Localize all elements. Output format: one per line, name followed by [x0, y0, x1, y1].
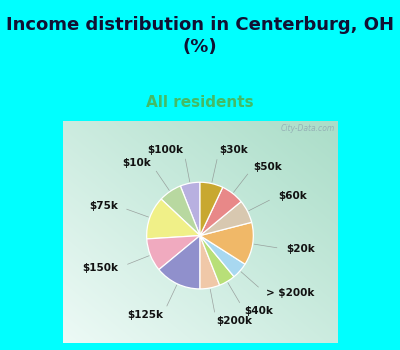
Text: $10k: $10k	[122, 158, 151, 168]
Wedge shape	[200, 222, 253, 264]
Text: $75k: $75k	[89, 201, 118, 211]
Text: $100k: $100k	[148, 145, 184, 155]
Text: $125k: $125k	[127, 310, 163, 320]
Text: $40k: $40k	[244, 306, 273, 316]
Wedge shape	[200, 236, 220, 289]
Text: $30k: $30k	[219, 145, 248, 155]
Wedge shape	[200, 236, 245, 277]
Wedge shape	[200, 187, 241, 236]
Wedge shape	[159, 236, 200, 289]
Wedge shape	[147, 236, 200, 270]
Text: Income distribution in Centerburg, OH
(%): Income distribution in Centerburg, OH (%…	[6, 16, 394, 56]
Text: $20k: $20k	[286, 244, 315, 254]
Wedge shape	[200, 182, 223, 236]
Wedge shape	[200, 202, 252, 236]
Wedge shape	[200, 236, 234, 285]
Wedge shape	[161, 186, 200, 236]
Text: $60k: $60k	[278, 191, 307, 201]
Text: $200k: $200k	[216, 316, 252, 327]
Text: $150k: $150k	[83, 263, 119, 273]
Text: $50k: $50k	[254, 161, 282, 171]
Text: > $200k: > $200k	[266, 288, 314, 299]
Text: City-Data.com: City-Data.com	[280, 125, 335, 133]
Wedge shape	[180, 182, 200, 236]
Text: All residents: All residents	[146, 95, 254, 110]
Wedge shape	[147, 199, 200, 239]
